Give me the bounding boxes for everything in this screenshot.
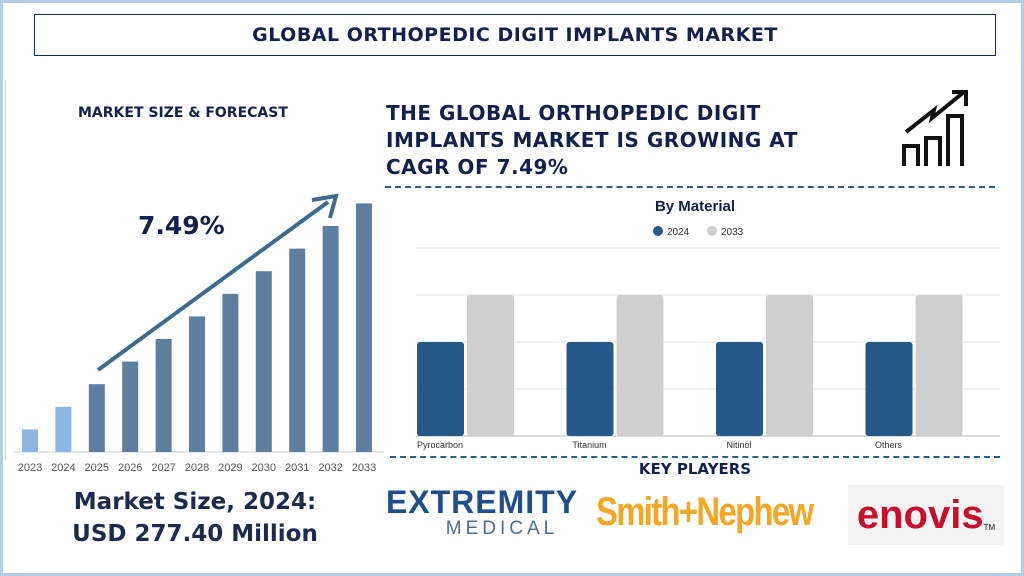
x-tick-label: 2033 [352, 462, 376, 474]
x-tick-label: 2023 [18, 462, 42, 474]
by-material-chart: By Material 2024 2033 Pyrocarbon Titanium Nit… [416, 198, 1000, 450]
x-tick-label: Titanium [572, 440, 606, 450]
bar-2024 [55, 406, 72, 452]
smith-nephew-logo: Smith+Nephew [596, 490, 814, 534]
x-tick-label: 2029 [218, 462, 242, 474]
enovis-logo: enovis TM [848, 485, 1004, 545]
key-players-title: KEY PLAYERS [638, 460, 752, 478]
x-tick-label: Others [875, 440, 903, 450]
bar-2023 [22, 429, 38, 452]
cagr-value: 7.49% [138, 211, 225, 240]
market-size-text: Market Size, 2024: USD 277.40 Million [40, 486, 350, 550]
bar-2030 [255, 271, 272, 452]
bar-2033 [356, 203, 372, 452]
x-tick-label: 2024 [51, 462, 75, 474]
market-size-chart: 2023 2024 2025 2026 2027 2028 2029 2030 2031 2032… [14, 193, 384, 474]
legend-label: 2024 [667, 227, 690, 238]
legend-marker [653, 226, 663, 236]
market-size-line1: Market Size, 2024: [73, 489, 317, 515]
x-tick-label: 2030 [252, 462, 276, 474]
x-tick-label: 2028 [185, 462, 209, 474]
x-tick-label: Nitinol [726, 440, 751, 450]
page-title: GLOBAL ORTHOPEDIC DIGIT IMPLANTS MARKET [34, 14, 996, 56]
bar-Nitinol-2024 [716, 342, 763, 436]
bar-2025 [88, 384, 105, 452]
bar-Others-2024 [865, 342, 913, 436]
bar-Others-2033 [915, 295, 963, 436]
x-tick-label: 2031 [285, 462, 309, 474]
divider-dashed [390, 456, 1000, 458]
arrow-head-icon [311, 193, 339, 219]
legend-marker [707, 226, 717, 236]
bar-Nitinol-2033 [766, 295, 813, 436]
x-tick-label: 2032 [318, 462, 342, 474]
headline: THE GLOBAL ORTHOPEDIC DIGIT IMPLANTS MAR… [386, 101, 798, 179]
x-tick-label: 2026 [118, 462, 142, 474]
trend-arrow [96, 200, 330, 372]
market-size-subtitle: MARKET SIZE & FORECAST [78, 105, 288, 121]
x-tick-label: 2025 [85, 462, 109, 474]
bar-Titanium-2024 [566, 342, 614, 436]
bar-Pyrocarbon-2033 [467, 295, 514, 436]
x-tick-label: Pyrocarbon [417, 440, 463, 450]
x-tick-label: 2027 [151, 462, 175, 474]
bar-2031 [289, 248, 306, 452]
bar-2028 [189, 316, 205, 452]
bar-2026 [122, 361, 139, 452]
bar-2029 [222, 293, 239, 452]
market-size-line2: USD 277.40 Million [72, 521, 318, 547]
bar-2027 [155, 339, 172, 452]
extremity-medical-logo: EXTREMITY MEDICAL [385, 484, 579, 539]
divider-dashed [385, 186, 995, 188]
divider [5, 80, 6, 460]
growth-chart-icon [902, 90, 968, 166]
bar-Titanium-2033 [616, 295, 664, 436]
chart-title: By Material [655, 198, 735, 215]
bar-2032 [322, 226, 339, 452]
bar-Pyrocarbon-2024 [417, 342, 464, 436]
legend-label: 2033 [721, 227, 744, 238]
